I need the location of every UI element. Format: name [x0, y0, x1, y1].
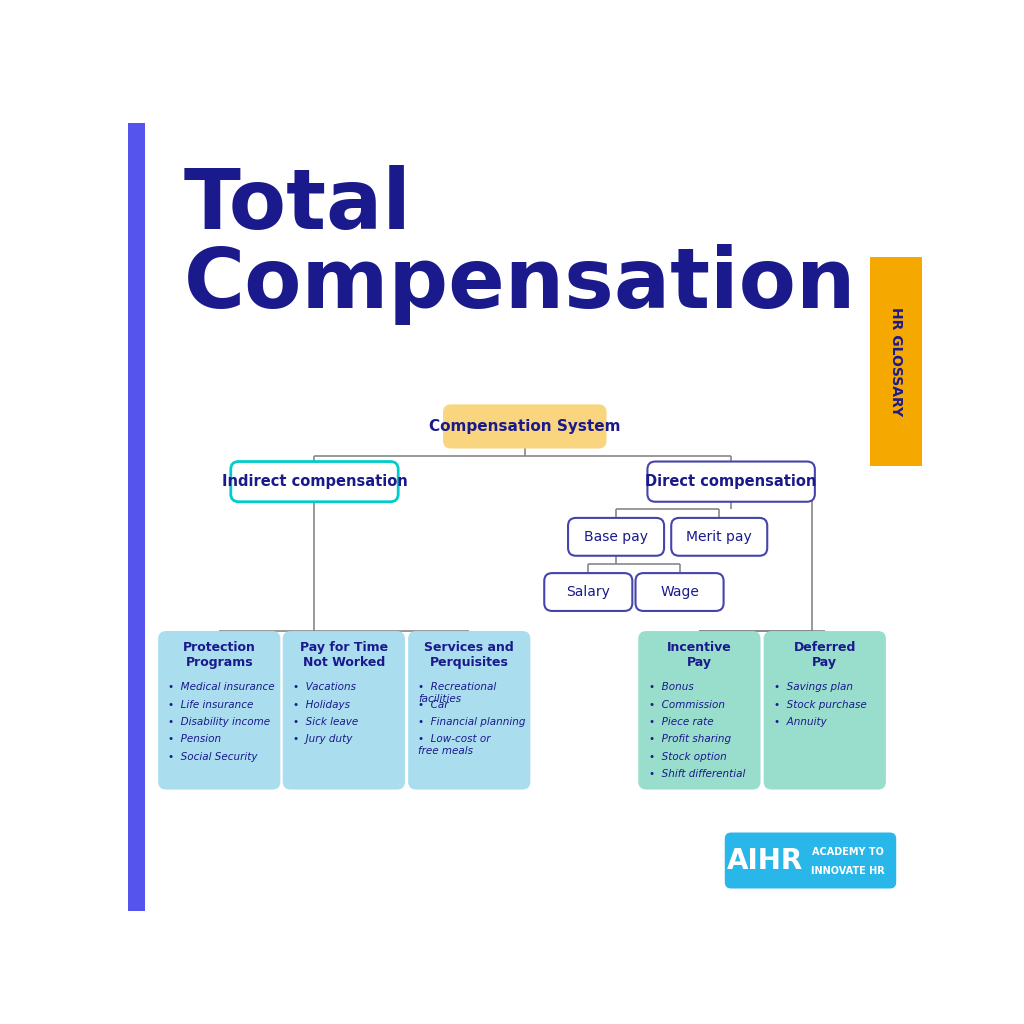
Text: •  Disability income: • Disability income — [169, 717, 270, 727]
Text: Pay for Time
Not Worked: Pay for Time Not Worked — [300, 641, 388, 670]
Text: •  Car: • Car — [419, 699, 449, 710]
Text: •  Bonus: • Bonus — [648, 682, 693, 692]
Text: Compensation: Compensation — [183, 244, 856, 325]
Text: Indirect compensation: Indirect compensation — [221, 474, 408, 489]
Text: •  Piece rate: • Piece rate — [648, 717, 714, 727]
Text: ACADEMY TO: ACADEMY TO — [812, 847, 884, 857]
Text: •  Social Security: • Social Security — [169, 752, 258, 762]
FancyBboxPatch shape — [283, 631, 404, 790]
Text: •  Low-cost or
free meals: • Low-cost or free meals — [419, 734, 490, 756]
Text: •  Annuity: • Annuity — [774, 717, 826, 727]
Text: Total: Total — [183, 165, 412, 246]
FancyBboxPatch shape — [636, 573, 724, 611]
Text: •  Sick leave: • Sick leave — [293, 717, 358, 727]
FancyBboxPatch shape — [409, 631, 530, 790]
Text: Deferred
Pay: Deferred Pay — [794, 641, 856, 670]
Text: •  Life insurance: • Life insurance — [169, 699, 254, 710]
Text: AIHR: AIHR — [727, 847, 804, 874]
FancyBboxPatch shape — [544, 573, 633, 611]
Text: Protection
Programs: Protection Programs — [183, 641, 256, 670]
Text: Salary: Salary — [566, 585, 610, 599]
Text: •  Holidays: • Holidays — [293, 699, 350, 710]
Text: •  Financial planning: • Financial planning — [419, 717, 526, 727]
FancyBboxPatch shape — [764, 631, 886, 790]
FancyBboxPatch shape — [158, 631, 281, 790]
Text: Compensation System: Compensation System — [429, 419, 621, 434]
Text: •  Stock purchase: • Stock purchase — [774, 699, 866, 710]
Text: Merit pay: Merit pay — [686, 529, 752, 544]
FancyBboxPatch shape — [230, 462, 398, 502]
Text: Direct compensation: Direct compensation — [645, 474, 817, 489]
Text: •  Vacations: • Vacations — [293, 682, 356, 692]
FancyBboxPatch shape — [638, 631, 761, 790]
FancyBboxPatch shape — [128, 123, 145, 911]
FancyBboxPatch shape — [568, 518, 665, 556]
Text: •  Commission: • Commission — [648, 699, 725, 710]
FancyBboxPatch shape — [647, 462, 815, 502]
Text: HR GLOSSARY: HR GLOSSARY — [889, 307, 903, 416]
Text: •  Pension: • Pension — [169, 734, 221, 744]
FancyBboxPatch shape — [671, 518, 767, 556]
Text: •  Stock option: • Stock option — [648, 752, 726, 762]
Text: •  Shift differential: • Shift differential — [648, 769, 745, 779]
Text: Base pay: Base pay — [584, 529, 648, 544]
Text: •  Medical insurance: • Medical insurance — [169, 682, 275, 692]
Text: •  Savings plan: • Savings plan — [774, 682, 853, 692]
Text: INNOVATE HR: INNOVATE HR — [811, 865, 885, 876]
Text: •  Recreational
facilities: • Recreational facilities — [419, 682, 497, 703]
Text: •  Jury duty: • Jury duty — [293, 734, 352, 744]
FancyBboxPatch shape — [443, 404, 606, 449]
Text: Wage: Wage — [660, 585, 699, 599]
Text: •  Profit sharing: • Profit sharing — [648, 734, 731, 744]
FancyBboxPatch shape — [725, 833, 896, 889]
Text: Services and
Perquisites: Services and Perquisites — [424, 641, 514, 670]
FancyBboxPatch shape — [870, 257, 922, 466]
Text: Incentive
Pay: Incentive Pay — [667, 641, 732, 670]
